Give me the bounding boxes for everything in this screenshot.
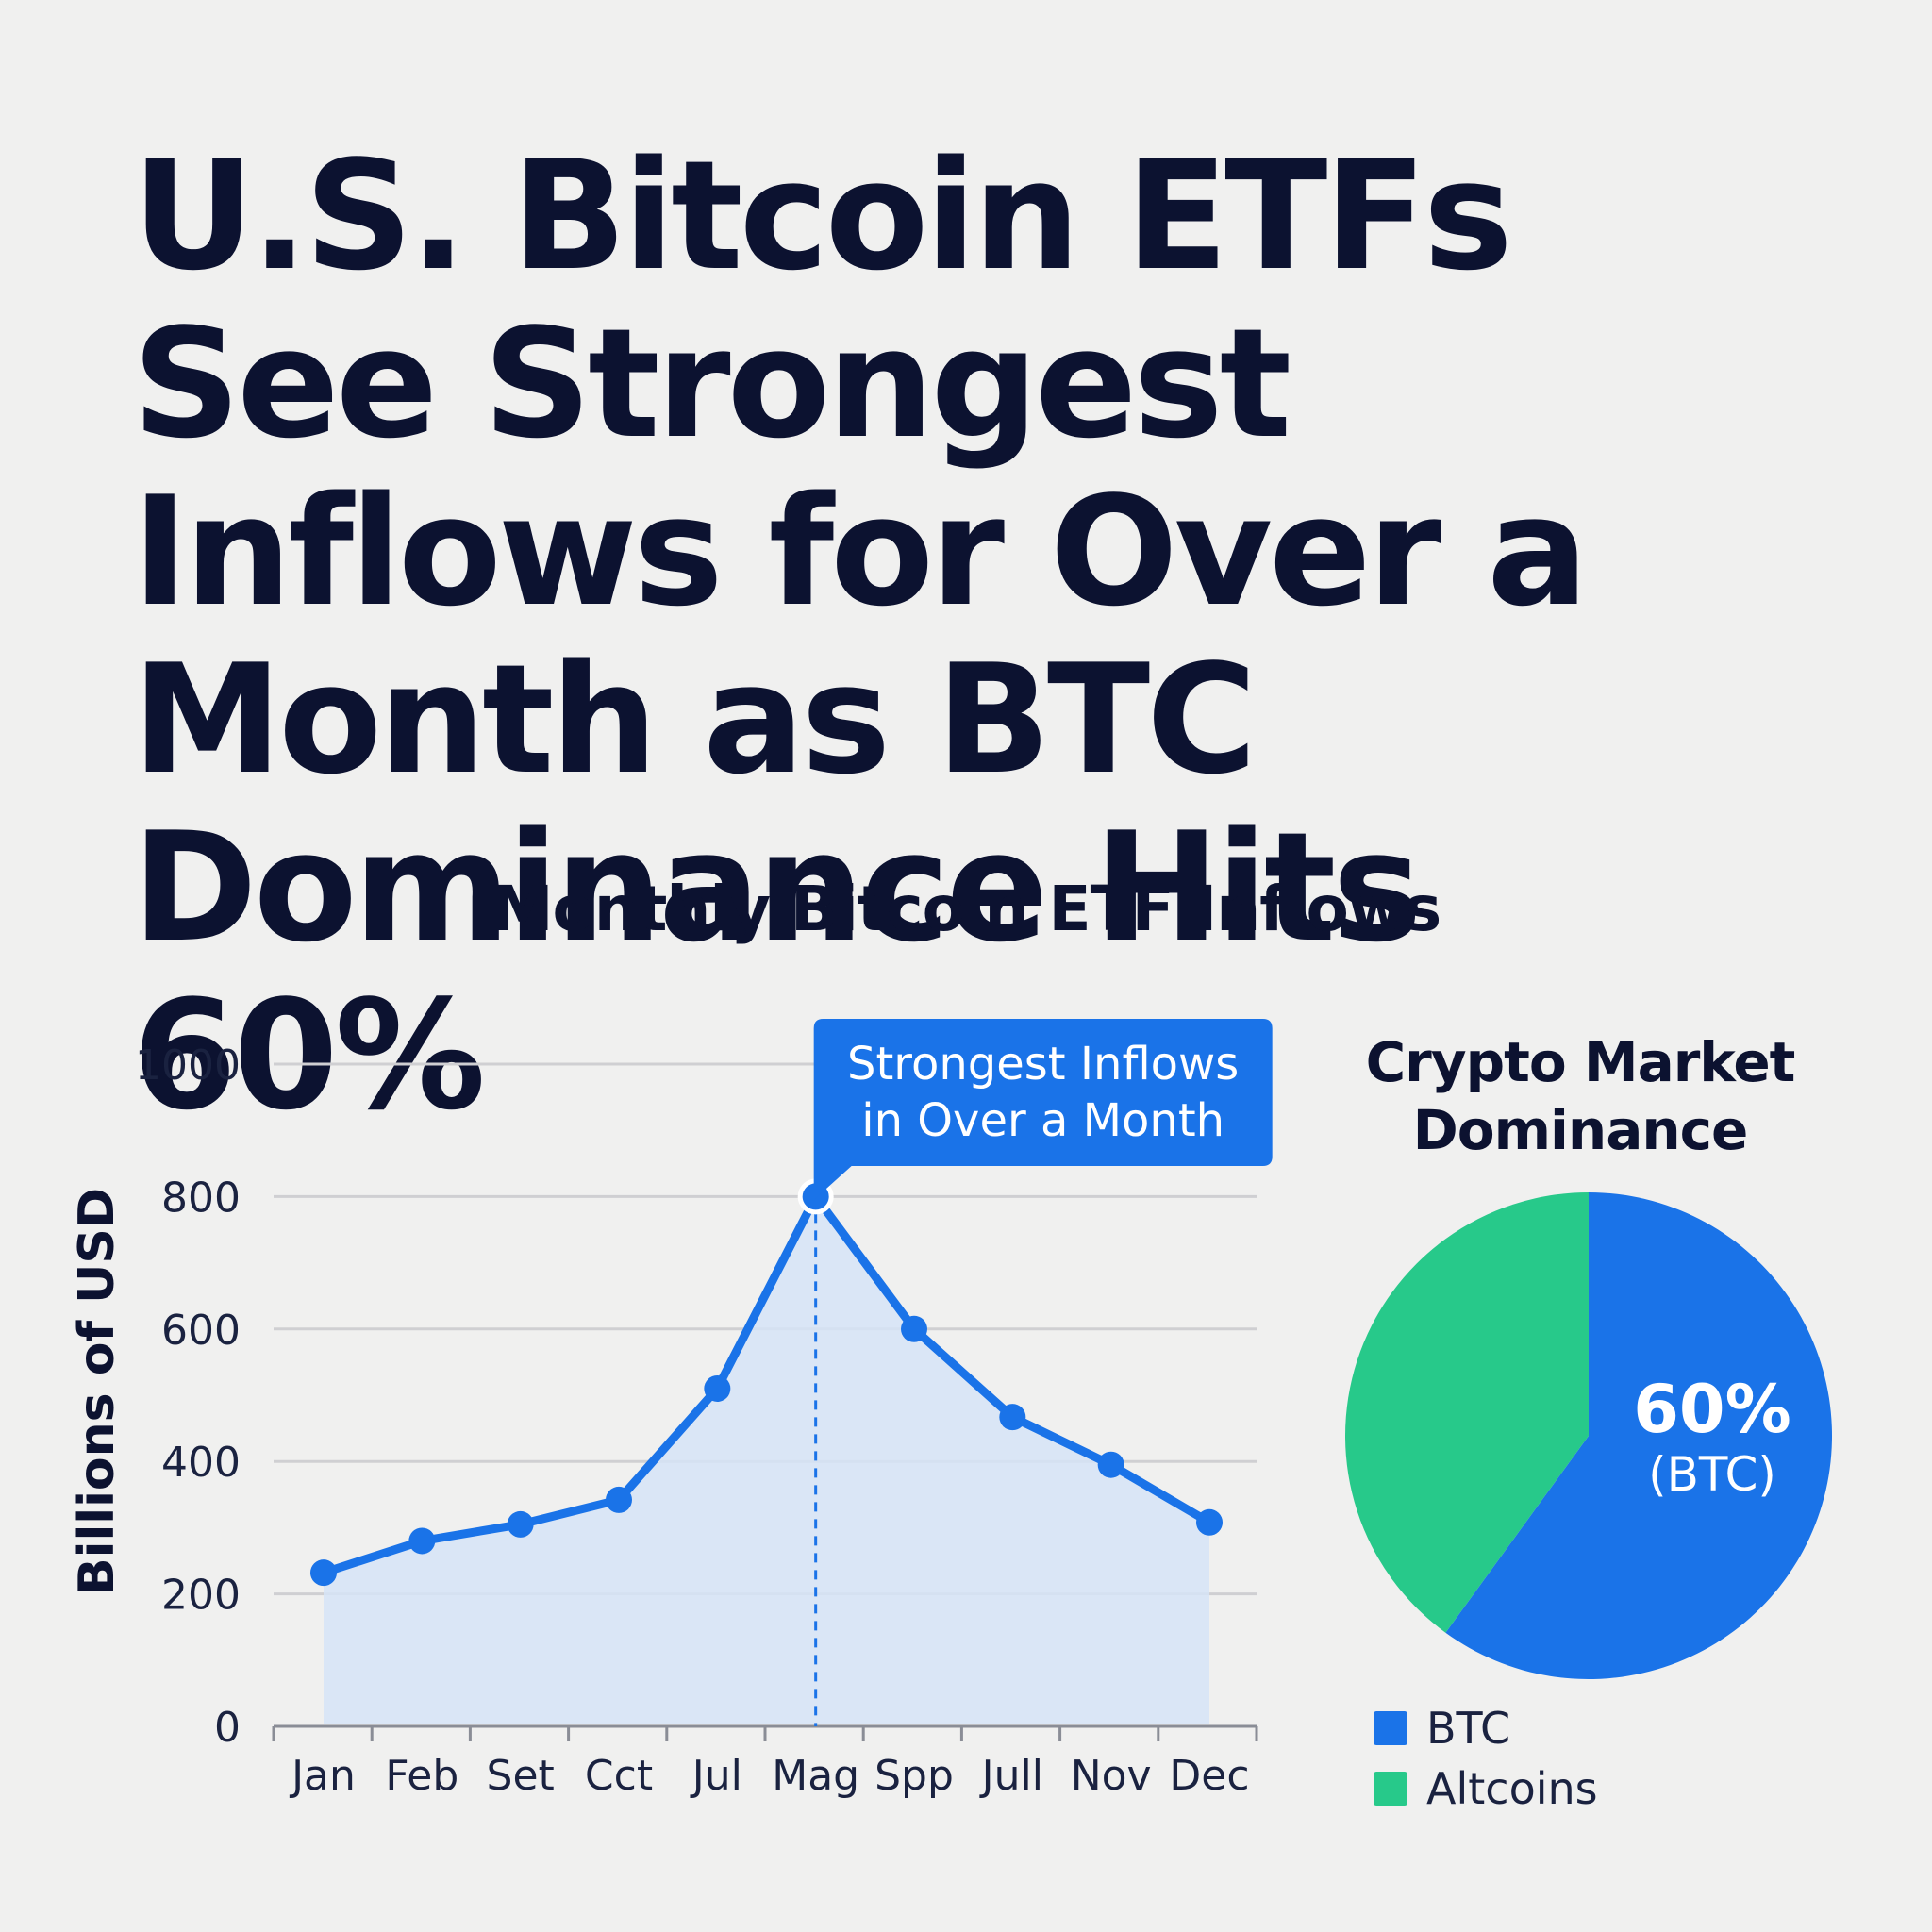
y-tick-label: 1000 (135, 1041, 241, 1090)
data-point (704, 1374, 731, 1402)
legend-label-btc: BTC (1426, 1703, 1510, 1754)
x-tick-label: Nov (1071, 1752, 1152, 1800)
x-tick-label: Mag (772, 1752, 859, 1800)
callout-box (813, 1019, 1273, 1200)
pie-chart: 60% (BTC) BTC Altcoins (1345, 1192, 1833, 1814)
y-axis-title: Billions of USD (69, 1188, 125, 1595)
data-point (999, 1404, 1026, 1431)
x-tick-label: Cct (585, 1752, 653, 1800)
x-axis-tick-labels: Jan Feb Set Cct Jul Mag Spp Jull Nov Dec (289, 1752, 1249, 1800)
x-tick-label: Jull (979, 1752, 1043, 1800)
data-point (901, 1315, 927, 1342)
pie-slice-btc (1445, 1192, 1833, 1680)
headline: U.S. Bitcoin ETFs See Strongest Inflows … (132, 127, 1589, 1143)
y-tick-label: 0 (214, 1704, 241, 1752)
legend-swatch-btc (1374, 1711, 1407, 1745)
data-point (1196, 1508, 1223, 1536)
inflow-area (324, 1196, 1209, 1724)
data-point (606, 1486, 632, 1513)
y-tick-label: 200 (161, 1572, 241, 1620)
line-chart-title: Monthly Bitcoin ETF Inflows (491, 873, 1441, 945)
data-points (310, 1178, 1223, 1587)
legend-label-altcoins: Altcoins (1426, 1763, 1598, 1814)
x-tick-label: Spp (874, 1752, 954, 1800)
callout-line-1: Strongest Inflows (847, 1038, 1239, 1091)
data-point (408, 1527, 436, 1555)
x-tick-label: Feb (385, 1752, 458, 1800)
pie-slice-altcoins (1345, 1192, 1589, 1633)
x-tick-label: Jul (690, 1752, 742, 1800)
y-axis-tick-labels: 0 200 400 600 800 1000 (135, 1041, 241, 1752)
y-tick-label: 400 (161, 1439, 241, 1487)
pie-slice-value-label: 60% (1633, 1371, 1791, 1448)
pie-chart-title: Crypto Market Dominance (1365, 1030, 1796, 1162)
x-tick-label: Jan (289, 1752, 356, 1800)
y-tick-label: 800 (161, 1174, 241, 1222)
peak-callout: Strongest Inflows in Over a Month (813, 1019, 1273, 1200)
inflow-line (322, 1191, 1212, 1577)
data-point (507, 1510, 534, 1538)
y-tick-label: 600 (161, 1307, 241, 1355)
legend-swatch-altcoins (1374, 1772, 1407, 1806)
x-tick-label: Set (487, 1752, 555, 1800)
x-axis-ticks (272, 1726, 1258, 1741)
callout-line-2: in Over a Month (861, 1094, 1224, 1147)
pie-slice-sub-label: (BTC) (1648, 1447, 1776, 1502)
data-point (1097, 1451, 1124, 1478)
x-tick-label: Dec (1169, 1752, 1249, 1800)
data-point (310, 1559, 337, 1587)
pie-slices (1345, 1192, 1833, 1680)
pie-legend: BTC Altcoins (1374, 1703, 1598, 1814)
